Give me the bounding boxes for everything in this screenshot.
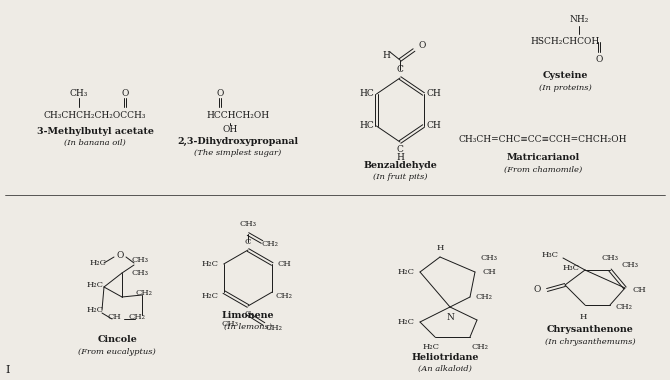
Text: CH₃: CH₃: [480, 254, 498, 262]
Text: O: O: [121, 89, 129, 98]
Text: (From eucalyptus): (From eucalyptus): [78, 348, 156, 356]
Text: Limonene: Limonene: [222, 310, 274, 320]
Text: CH₃CHCH₂CH₂OCCH₃: CH₃CHCH₂CH₂OCCH₃: [44, 111, 146, 119]
Text: CH₃CH=CHC≡CC≡CCH=CHCH₂OH: CH₃CH=CHC≡CC≡CCH=CHCH₂OH: [459, 136, 627, 144]
Text: Cincole: Cincole: [97, 336, 137, 345]
Text: Matricarianol: Matricarianol: [507, 154, 580, 163]
Text: CH₃: CH₃: [239, 220, 257, 228]
Text: CH₂: CH₂: [129, 313, 145, 321]
Text: OH: OH: [222, 125, 238, 133]
Text: CH: CH: [277, 260, 291, 268]
Text: O: O: [117, 250, 124, 260]
Text: HCCHCH₂OH: HCCHCH₂OH: [206, 111, 269, 119]
Text: CH₃: CH₃: [131, 269, 149, 277]
Text: C: C: [245, 310, 251, 318]
Text: NH₂: NH₂: [570, 16, 589, 24]
Text: Cysteine: Cysteine: [542, 71, 588, 81]
Text: H₂C: H₂C: [397, 318, 415, 326]
Text: CH: CH: [632, 286, 646, 294]
Text: CH₂: CH₂: [261, 240, 279, 248]
Text: HC: HC: [359, 90, 374, 98]
Text: CH: CH: [107, 313, 121, 321]
Text: I: I: [5, 365, 9, 375]
Text: (From chamomile): (From chamomile): [504, 166, 582, 174]
Text: C: C: [397, 146, 403, 155]
Text: CH: CH: [426, 90, 441, 98]
Text: H₂C: H₂C: [201, 292, 218, 300]
Text: HC: HC: [359, 122, 374, 130]
Text: CH₃: CH₃: [222, 320, 239, 328]
Text: H₂C: H₂C: [201, 260, 218, 268]
Text: CH₃: CH₃: [602, 254, 618, 262]
Text: (In chrysanthemums): (In chrysanthemums): [545, 338, 635, 346]
Text: H₃C: H₃C: [563, 264, 580, 272]
Text: H: H: [382, 52, 390, 60]
Text: H₂C: H₂C: [87, 281, 104, 289]
Text: CH: CH: [482, 268, 496, 276]
Text: H₂C: H₂C: [397, 268, 415, 276]
Text: (In proteins): (In proteins): [539, 84, 592, 92]
Text: H: H: [396, 154, 404, 163]
Text: (The simplest sugar): (The simplest sugar): [194, 149, 281, 157]
Text: CH₂: CH₂: [265, 324, 283, 332]
Text: CH: CH: [426, 122, 441, 130]
Text: O: O: [216, 89, 224, 98]
Text: (In lemons): (In lemons): [224, 323, 272, 331]
Text: H: H: [436, 244, 444, 252]
Text: O: O: [418, 41, 425, 51]
Text: N: N: [446, 312, 454, 321]
Text: (In fruit pits): (In fruit pits): [373, 173, 427, 181]
Text: CH₂: CH₂: [616, 303, 632, 311]
Text: HSCH₂CHCOH: HSCH₂CHCOH: [531, 38, 600, 46]
Text: CH₃: CH₃: [131, 256, 149, 264]
Text: CH₂: CH₂: [476, 293, 492, 301]
Text: CH₃: CH₃: [70, 89, 88, 98]
Text: Chrysanthenone: Chrysanthenone: [547, 326, 633, 334]
Text: 2,3-Dihydroxypropanal: 2,3-Dihydroxypropanal: [178, 136, 299, 146]
Text: C: C: [397, 65, 403, 74]
Text: O: O: [596, 55, 603, 65]
Text: CH₂: CH₂: [472, 343, 488, 351]
Text: (An alkaloid): (An alkaloid): [418, 365, 472, 373]
Text: H₃C: H₃C: [541, 251, 559, 259]
Text: H: H: [580, 313, 587, 321]
Text: 3-Methylbutyl acetate: 3-Methylbutyl acetate: [37, 127, 153, 136]
Text: (In banana oil): (In banana oil): [64, 139, 126, 147]
Text: CH₃: CH₃: [622, 261, 639, 269]
Text: O: O: [533, 285, 541, 294]
Text: H₂C: H₂C: [87, 306, 104, 314]
Text: Heliotridane: Heliotridane: [411, 353, 478, 361]
Text: H₂C: H₂C: [90, 259, 107, 267]
Text: Benzaldehyde: Benzaldehyde: [363, 160, 437, 169]
Text: CH₂: CH₂: [135, 289, 153, 297]
Text: C: C: [245, 238, 251, 246]
Text: H₂C: H₂C: [423, 343, 440, 351]
Text: CH₂: CH₂: [276, 292, 293, 300]
